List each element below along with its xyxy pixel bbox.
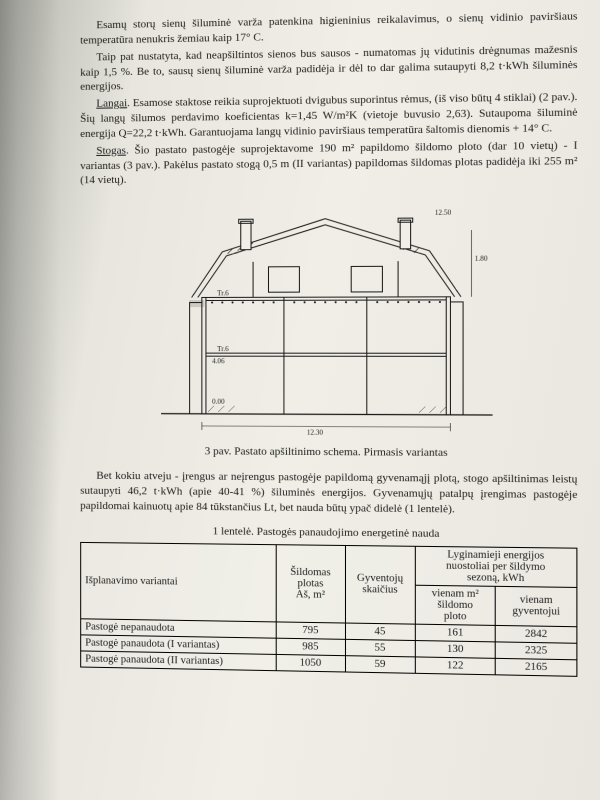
paragraph-2: Taip pat nustatyta, kad neapšiltintos si… — [80, 42, 577, 95]
cell-per-m2: 122 — [415, 657, 496, 675]
paragraph-3: Langai. Esamose staktose reikia suprojek… — [80, 90, 577, 142]
cell-area: 985 — [276, 638, 345, 655]
cell-people: 55 — [345, 639, 415, 657]
roof-heading: Stogas — [96, 144, 126, 156]
fig-label-floor3: 0.00 — [212, 398, 225, 406]
cell-per-m2: 161 — [415, 624, 496, 642]
cell-area: 795 — [276, 622, 345, 639]
fig-label-truss2: Tr.6 — [217, 290, 229, 298]
cell-label: Pastogė panaudota (II variantas) — [81, 651, 276, 671]
th-people: Gyventojų skaičius — [345, 545, 415, 624]
paragraph-4-body: . Šio pastato pastogėje suprojektavome 1… — [80, 139, 577, 187]
paragraph-5: Bet kokiu atveju - įrengus ar neįrengus … — [80, 469, 577, 519]
th-energy: Lyginamieji energijos nuostoliai per šil… — [415, 546, 577, 587]
cell-per-person: 2842 — [496, 625, 577, 643]
cell-people: 45 — [345, 623, 415, 641]
table-header-row1: Išplanavimo variantai Šildomas plotas Aš… — [81, 542, 577, 587]
energy-benefit-table: Išplanavimo variantai Šildomas plotas Aš… — [80, 542, 577, 677]
paragraph-3-body: . Esamose staktose reikia suprojektuoti … — [80, 91, 577, 140]
fig-label-floor4: 4.06 — [212, 357, 225, 365]
th-per-person: vienam gyventojui — [496, 586, 577, 626]
fig-label-attic-h: 1.80 — [475, 255, 488, 263]
fig-label-top: 12.50 — [435, 209, 452, 217]
cell-per-m2: 130 — [415, 640, 496, 658]
th-variants: Išplanavimo variantai — [81, 542, 276, 621]
windows-heading: Langai — [96, 97, 127, 110]
table-caption: 1 lentelė. Pastogės panaudojimo energeti… — [80, 524, 577, 542]
cell-area: 1050 — [276, 654, 345, 672]
paragraph-4: Stogas. Šio pastato pastogėje suprojekta… — [80, 138, 577, 188]
th-per-m2: vienam m² šildomo ploto — [415, 585, 496, 625]
fig-label-width: 12.30 — [307, 429, 324, 436]
fig-label-truss: Tr.6 — [217, 345, 229, 353]
building-section-figure: Tr.6 Tr.6 4.06 0.00 12.30 1.80 12.50 — [80, 199, 577, 440]
figure-caption: 3 pav. Pastato apšiltinimo schema. Pirma… — [80, 445, 577, 460]
cell-per-person: 2325 — [496, 642, 577, 660]
cell-per-person: 2165 — [496, 658, 577, 676]
cell-people: 59 — [345, 655, 415, 673]
th-area: Šildomas plotas Aš, m² — [276, 545, 345, 623]
